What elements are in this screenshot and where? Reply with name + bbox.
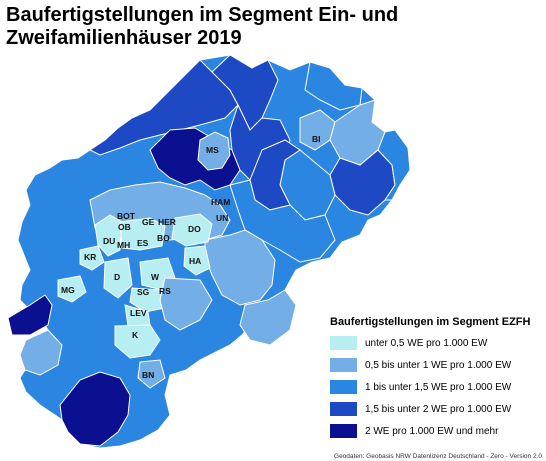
region-krefeld bbox=[79, 245, 105, 271]
region-dortmund bbox=[171, 213, 213, 247]
city-label-lev: LEV bbox=[130, 308, 147, 318]
legend-label: unter 0,5 WE pro 1.000 EW bbox=[365, 337, 488, 349]
region-essen bbox=[119, 217, 166, 251]
city-label-k: K bbox=[132, 330, 139, 340]
region-steinfurt bbox=[211, 54, 279, 131]
region-solingen bbox=[129, 287, 166, 313]
city-label-du: DU bbox=[103, 236, 116, 246]
legend-label: 2 WE pro 1.000 EW und mehr bbox=[365, 425, 499, 437]
legend-label: 1,5 bis unter 2 WE pro 1.000 EW bbox=[365, 403, 512, 415]
legend-item: 0,5 bis unter 1 WE pro 1.000 EW bbox=[330, 357, 540, 373]
legend-item: 1 bis unter 1,5 WE pro 1.000 EW bbox=[330, 379, 540, 395]
region-hagen bbox=[183, 245, 211, 276]
city-label-es: ES bbox=[137, 238, 149, 248]
region-muenster bbox=[197, 131, 231, 171]
region-oberberg bbox=[159, 277, 213, 331]
city-label-ham: HAM bbox=[211, 197, 231, 207]
legend-item: 2 WE pro 1.000 EW und mehr bbox=[330, 423, 540, 439]
legend-swatch bbox=[330, 336, 357, 350]
legend-swatch bbox=[330, 380, 357, 394]
city-label-sg: SG bbox=[137, 287, 150, 297]
region-koeln bbox=[114, 324, 161, 359]
city-label-un: UN bbox=[216, 213, 229, 223]
legend-label: 1 bis unter 1,5 WE pro 1.000 EW bbox=[365, 381, 512, 393]
legend-item: unter 0,5 WE pro 1.000 EW bbox=[330, 335, 540, 351]
legend-swatch bbox=[330, 402, 357, 416]
city-label-bn: BN bbox=[142, 370, 155, 380]
city-label-her: HER bbox=[158, 217, 176, 227]
region-maerkisch bbox=[204, 229, 276, 306]
map-legend: Baufertigstellungen im Segment EZFH unte… bbox=[330, 316, 540, 445]
city-label-d: D bbox=[114, 272, 121, 282]
region-euskirchen bbox=[59, 371, 131, 447]
legend-item: 1,5 bis unter 2 WE pro 1.000 EW bbox=[330, 401, 540, 417]
city-label-kr: KR bbox=[84, 252, 97, 262]
city-label-bot: BOT bbox=[117, 211, 135, 221]
city-label-ge: GE bbox=[142, 217, 155, 227]
region-siegen bbox=[239, 289, 297, 346]
legend-title: Baufertigstellungen im Segment EZFH bbox=[330, 316, 531, 328]
region-bonn bbox=[137, 359, 166, 389]
city-label-ha: HA bbox=[189, 256, 202, 266]
city-label-ob: OB bbox=[118, 222, 131, 232]
city-label-ms: MS bbox=[206, 145, 219, 155]
region-heinsberg bbox=[7, 294, 53, 336]
data-source-note: Geodaten: Geobasis NRW Datenlizenz Deuts… bbox=[334, 453, 542, 460]
city-label-w: W bbox=[151, 272, 160, 282]
city-label-do: DO bbox=[188, 224, 201, 234]
city-label-mg: MG bbox=[61, 285, 75, 295]
city-label-bi: BI bbox=[312, 134, 321, 144]
region-euskirchen-west bbox=[19, 329, 63, 376]
region-duesseldorf bbox=[103, 257, 133, 299]
city-label-rs: RS bbox=[159, 286, 171, 296]
region-hoexter bbox=[377, 129, 411, 201]
legend-label: 0,5 bis unter 1 WE pro 1.000 EW bbox=[365, 359, 512, 371]
city-label-bo: BO bbox=[157, 233, 170, 243]
region-duisburg bbox=[94, 214, 123, 257]
region-mg bbox=[57, 275, 87, 303]
city-label-mh: MH bbox=[117, 240, 131, 250]
map-title: Baufertigstellungen im Segment Ein- und … bbox=[6, 4, 399, 49]
legend-swatch bbox=[330, 358, 357, 372]
legend-swatch bbox=[330, 424, 357, 438]
